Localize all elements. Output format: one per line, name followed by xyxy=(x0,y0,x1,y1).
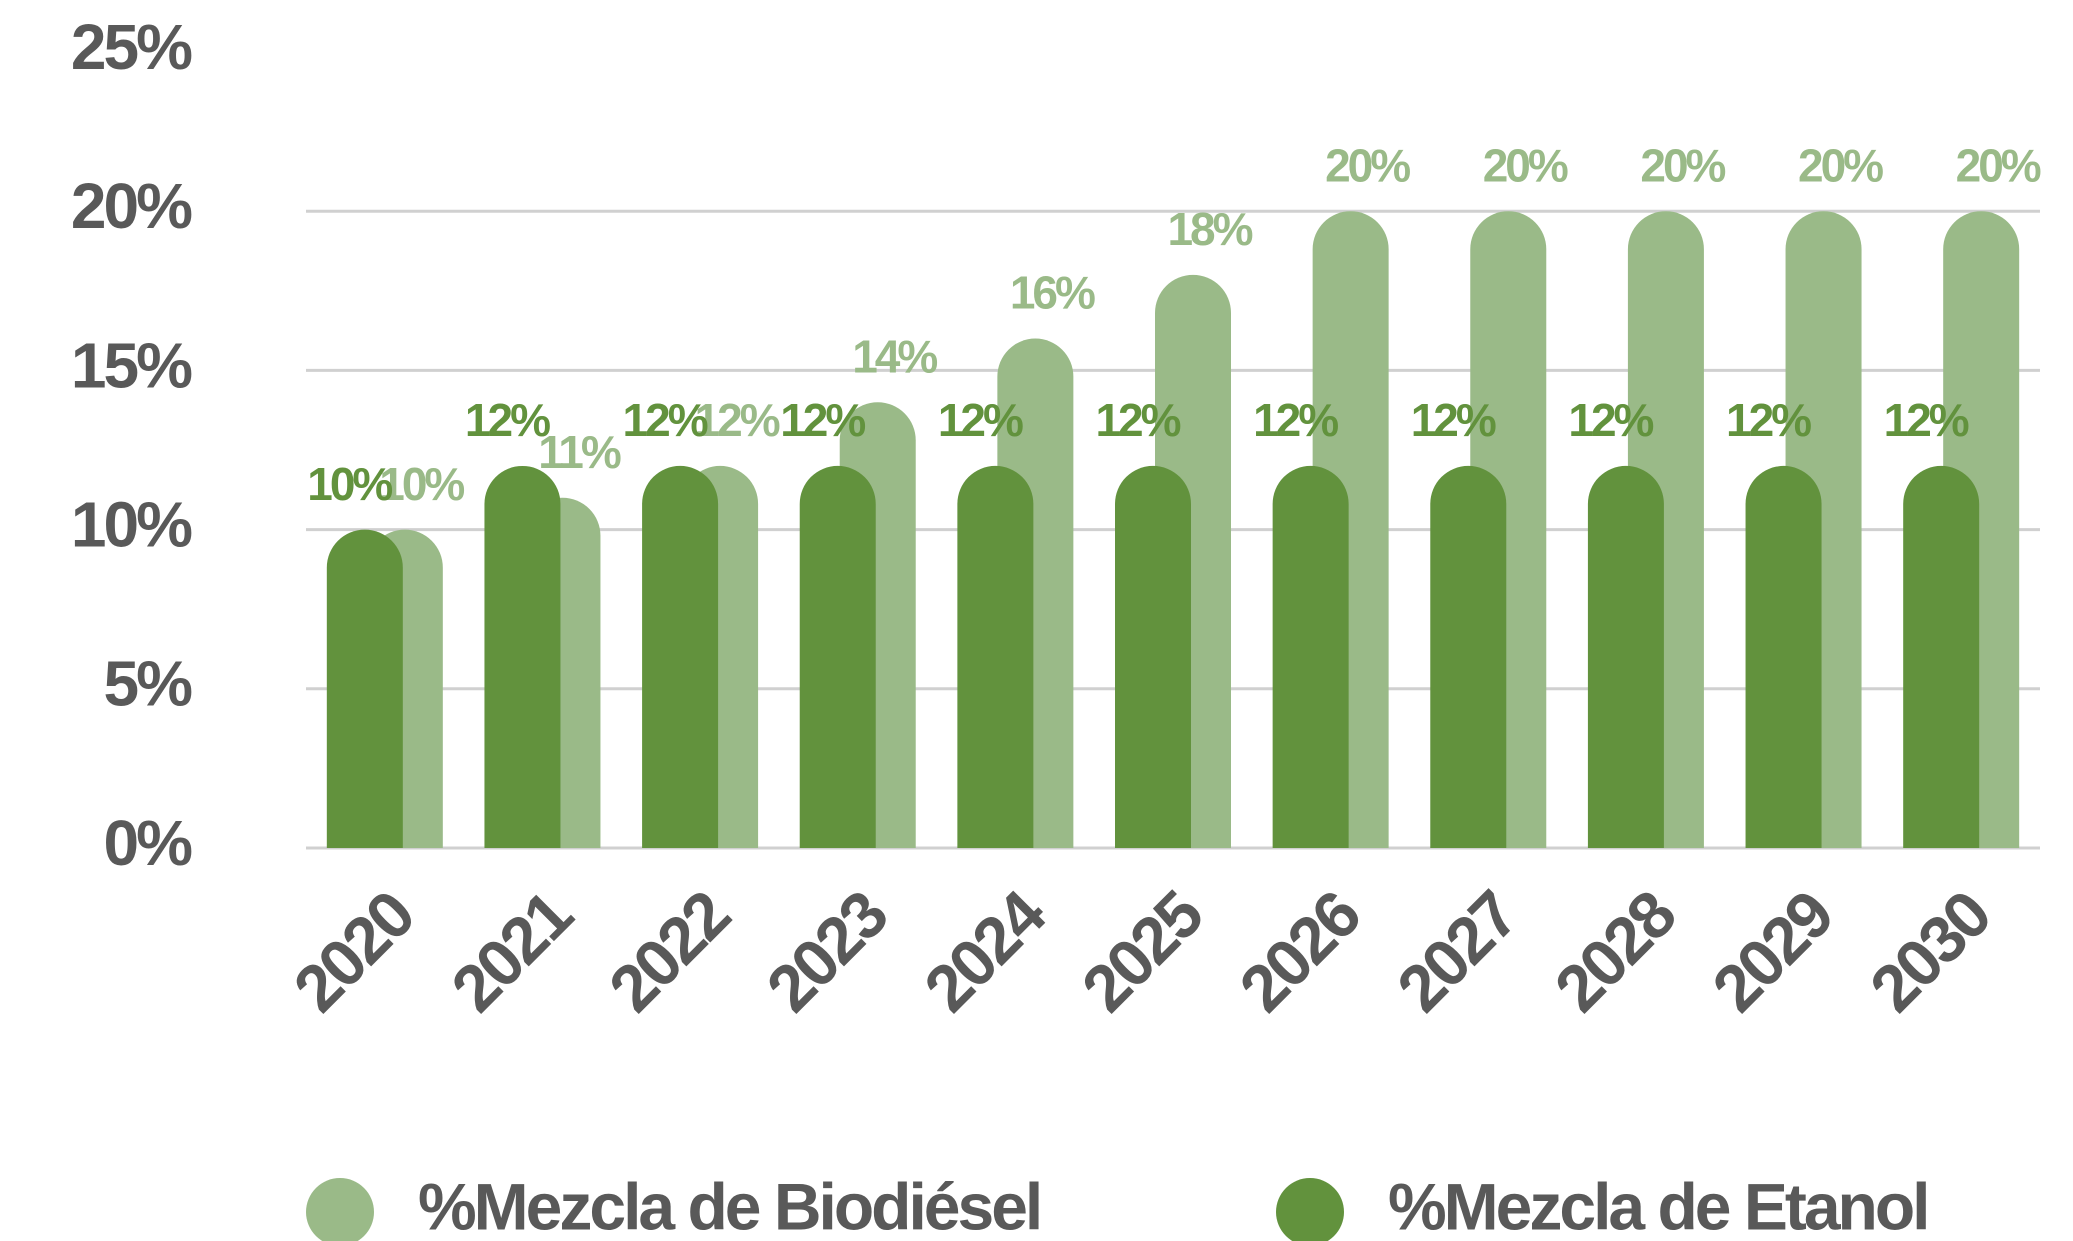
data-label: 10% xyxy=(307,458,392,510)
data-label: 18% xyxy=(1167,203,1252,255)
data-label: 14% xyxy=(852,330,937,382)
bar xyxy=(484,465,561,848)
data-label: 20% xyxy=(1798,139,1883,191)
data-label: 20% xyxy=(1956,139,2041,191)
bar xyxy=(1745,465,1822,848)
y-tick-label: 15% xyxy=(71,329,192,401)
x-tick-label: 2021 xyxy=(437,877,586,1026)
x-tick-label: 2024 xyxy=(910,876,1060,1026)
data-label: 12% xyxy=(1568,394,1653,446)
data-label: 12% xyxy=(1411,394,1496,446)
bar xyxy=(799,465,876,848)
x-tick-label: 2029 xyxy=(1698,877,1847,1026)
bar xyxy=(1587,465,1664,848)
x-tick-label: 2022 xyxy=(595,877,744,1026)
bar xyxy=(1115,465,1191,848)
data-label: 12% xyxy=(1095,394,1180,446)
bar xyxy=(957,465,1034,848)
x-tick-label: 2026 xyxy=(1225,877,1374,1026)
data-label: 12% xyxy=(623,394,708,446)
data-label: 12% xyxy=(1884,394,1969,446)
data-label: 20% xyxy=(1640,139,1725,191)
legend-marker xyxy=(306,1178,374,1241)
data-label: 12% xyxy=(938,394,1023,446)
bar xyxy=(1272,465,1349,848)
y-tick-label: 20% xyxy=(71,170,192,242)
x-tick-label: 2020 xyxy=(279,878,427,1026)
data-label: 20% xyxy=(1483,139,1568,191)
y-tick-label: 0% xyxy=(104,807,193,879)
y-tick-label: 5% xyxy=(104,648,193,720)
data-label: 12% xyxy=(465,394,550,446)
data-label: 12% xyxy=(1726,394,1811,446)
bar xyxy=(642,465,719,848)
x-tick-label: 2028 xyxy=(1540,877,1689,1026)
data-label: 12% xyxy=(695,394,780,446)
legend-label: %Mezcla de Etanol xyxy=(1388,1169,1928,1241)
data-label: 10% xyxy=(379,458,464,510)
y-tick-label: 25% xyxy=(71,11,192,83)
x-tick-label: 2030 xyxy=(1856,878,2004,1026)
data-label: 12% xyxy=(1253,394,1338,446)
data-label: 12% xyxy=(780,394,865,446)
bar xyxy=(1903,465,1980,848)
data-label: 16% xyxy=(1010,267,1095,319)
x-tick-label: 2027 xyxy=(1383,878,1531,1026)
bar xyxy=(1430,465,1507,848)
x-tick-label: 2023 xyxy=(752,877,901,1026)
data-label: 11% xyxy=(538,426,621,478)
x-tick-label: 2025 xyxy=(1068,877,1217,1026)
data-label: 20% xyxy=(1325,139,1410,191)
y-tick-label: 10% xyxy=(71,489,192,561)
bar xyxy=(326,529,403,848)
legend-marker xyxy=(1276,1178,1344,1241)
legend-label: %Mezcla de Biodiésel xyxy=(418,1169,1040,1241)
